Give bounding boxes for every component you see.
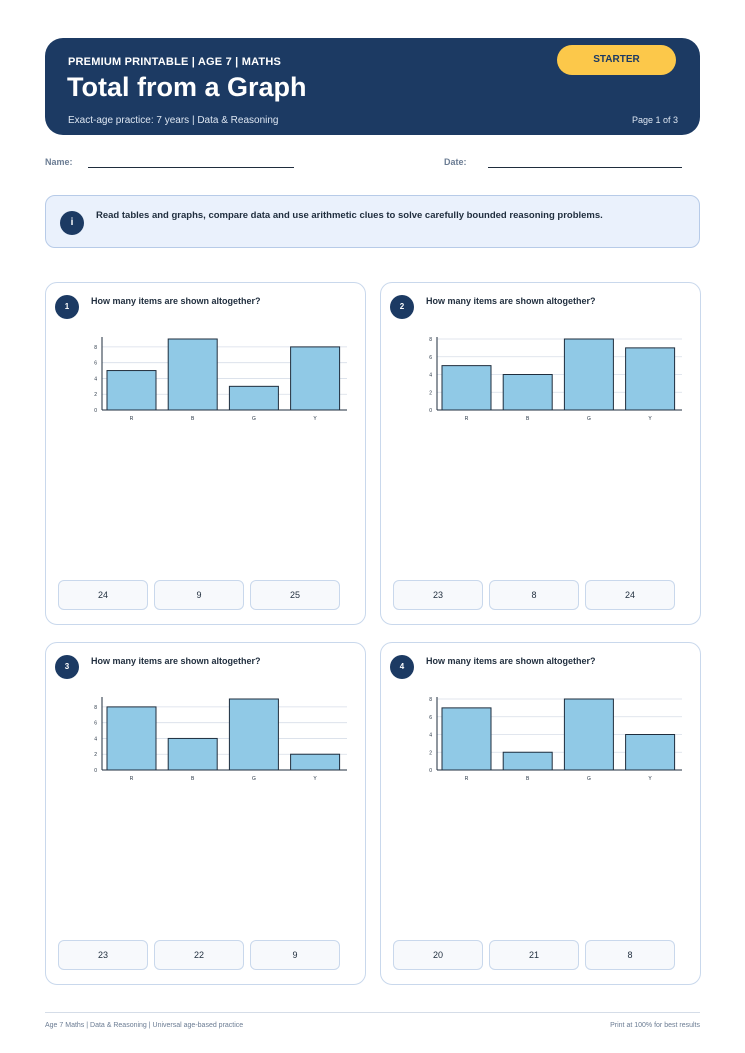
question-card: 1 How many items are shown altogether? 0… xyxy=(45,282,366,625)
bar-g xyxy=(563,338,614,411)
bar-b xyxy=(502,374,553,411)
x-category-label: B xyxy=(191,776,195,782)
y-tick-label: 0 xyxy=(429,768,432,774)
y-tick-label: 8 xyxy=(94,705,97,711)
bar-y xyxy=(290,753,341,771)
x-category-label: G xyxy=(587,416,591,422)
question-number: 3 xyxy=(55,655,79,679)
y-tick-label: 4 xyxy=(94,376,97,382)
y-tick-label: 4 xyxy=(94,736,97,742)
bar-r xyxy=(441,707,492,771)
x-category-label: Y xyxy=(648,776,652,782)
bar-chart: 0 2 4 6 8 R B G Y xyxy=(429,697,682,782)
footer-left-text: Age 7 Maths | Data & Reasoning | Univers… xyxy=(45,1022,244,1029)
answer-option[interactable]: 8 xyxy=(585,940,675,970)
answer-option[interactable]: 24 xyxy=(58,580,148,610)
date-label: Date: xyxy=(444,157,467,167)
answer-option[interactable]: 22 xyxy=(154,940,244,970)
x-category-label: R xyxy=(465,416,469,422)
y-tick-label: 0 xyxy=(429,408,432,414)
x-category-label: Y xyxy=(313,416,317,422)
bar-b xyxy=(167,737,218,771)
date-field-line[interactable] xyxy=(488,167,682,168)
bar-b xyxy=(502,751,553,771)
answer-option[interactable]: 8 xyxy=(489,580,579,610)
question-text: How many items are shown altogether? xyxy=(91,656,261,666)
answer-option[interactable]: 21 xyxy=(489,940,579,970)
question-card: 3 How many items are shown altogether? 0… xyxy=(45,642,366,985)
bar-chart: 0 2 4 6 8 R B G Y xyxy=(429,337,682,422)
page-title: Total from a Graph xyxy=(67,72,307,102)
question-number: 4 xyxy=(390,655,414,679)
answer-option[interactable]: 23 xyxy=(58,940,148,970)
y-tick-label: 6 xyxy=(429,715,432,721)
x-category-label: G xyxy=(587,776,591,782)
x-category-label: B xyxy=(526,416,530,422)
bar-r xyxy=(106,370,157,411)
x-category-label: R xyxy=(465,776,469,782)
info-icon: i xyxy=(60,211,84,235)
y-tick-label: 2 xyxy=(94,752,97,758)
x-category-label: R xyxy=(130,416,134,422)
answer-option[interactable]: 9 xyxy=(250,940,340,970)
bar-g xyxy=(228,385,279,411)
name-label: Name: xyxy=(45,157,73,167)
bar-r xyxy=(441,365,492,411)
header-kicker: PREMIUM PRINTABLE | AGE 7 | MATHS xyxy=(68,56,282,68)
y-tick-label: 4 xyxy=(429,373,432,379)
y-tick-label: 6 xyxy=(94,361,97,367)
bar-b xyxy=(167,338,218,411)
question-card: 4 How many items are shown altogether? 0… xyxy=(380,642,701,985)
bar-chart: 0 2 4 6 8 R B G Y xyxy=(94,337,347,422)
instructions-text: Read tables and graphs, compare data and… xyxy=(96,210,603,221)
y-tick-label: 2 xyxy=(94,392,97,398)
y-tick-label: 6 xyxy=(429,355,432,361)
answer-option[interactable]: 24 xyxy=(585,580,675,610)
footer-divider xyxy=(45,1012,700,1013)
bar-y xyxy=(625,734,676,771)
answer-option[interactable]: 20 xyxy=(393,940,483,970)
y-tick-label: 4 xyxy=(429,733,432,739)
bar-g xyxy=(228,698,279,771)
x-category-label: B xyxy=(526,776,530,782)
answer-option[interactable]: 23 xyxy=(393,580,483,610)
question-text: How many items are shown altogether? xyxy=(426,656,596,666)
x-category-label: Y xyxy=(648,416,652,422)
y-tick-label: 2 xyxy=(429,750,432,756)
y-tick-label: 2 xyxy=(429,390,432,396)
y-tick-label: 0 xyxy=(94,768,97,774)
y-tick-label: 8 xyxy=(429,337,432,343)
question-text: How many items are shown altogether? xyxy=(91,296,261,306)
header-subtitle: Exact-age practice: 7 years | Data & Rea… xyxy=(68,115,279,126)
bar-y xyxy=(290,346,341,411)
question-card: 2 How many items are shown altogether? 0… xyxy=(380,282,701,625)
question-number: 2 xyxy=(390,295,414,319)
x-category-label: R xyxy=(130,776,134,782)
footer-right-text: Print at 100% for best results xyxy=(610,1022,700,1029)
page-number: Page 1 of 3 xyxy=(631,115,678,125)
instructions-box: i Read tables and graphs, compare data a… xyxy=(45,195,700,248)
y-tick-label: 6 xyxy=(94,721,97,727)
answer-option[interactable]: 9 xyxy=(154,580,244,610)
question-text: How many items are shown altogether? xyxy=(426,296,596,306)
worksheet-header: PREMIUM PRINTABLE | AGE 7 | MATHS Total … xyxy=(45,38,700,135)
bar-g xyxy=(563,698,614,771)
x-category-label: G xyxy=(252,416,256,422)
bar-r xyxy=(106,706,157,771)
bar-y xyxy=(625,347,676,411)
bar-chart: 0 2 4 6 8 R B G Y xyxy=(94,697,347,782)
question-number: 1 xyxy=(55,295,79,319)
y-tick-label: 8 xyxy=(429,697,432,703)
x-category-label: G xyxy=(252,776,256,782)
level-badge: STARTER xyxy=(557,45,676,75)
answer-option[interactable]: 25 xyxy=(250,580,340,610)
x-category-label: Y xyxy=(313,776,317,782)
name-field-line[interactable] xyxy=(88,167,294,168)
y-tick-label: 8 xyxy=(94,345,97,351)
x-category-label: B xyxy=(191,416,195,422)
y-tick-label: 0 xyxy=(94,408,97,414)
